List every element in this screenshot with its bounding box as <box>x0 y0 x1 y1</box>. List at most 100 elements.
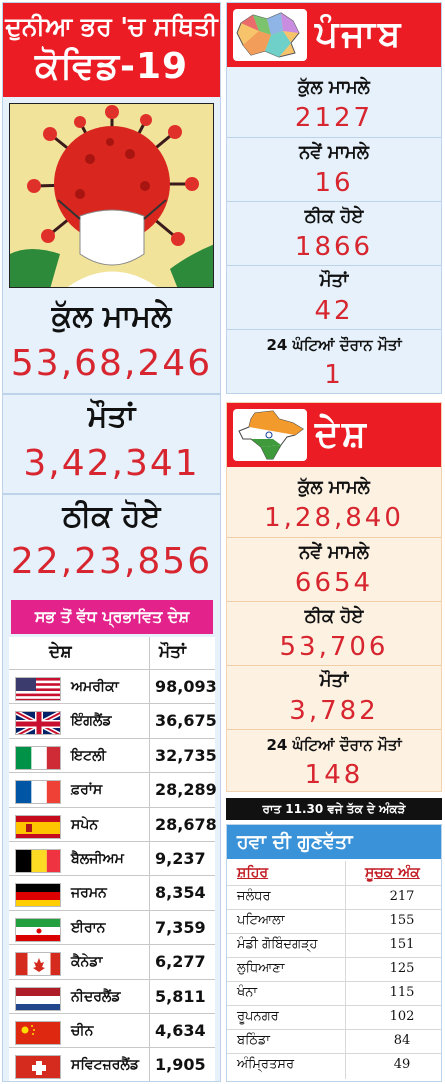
world-recovered-label: ਠੀਕ ਹੋਏ <box>62 499 161 534</box>
city-name: ਖੰਨਾ <box>237 985 258 1000</box>
country-recovered-label: ਠੀਕ ਹੋਏ <box>304 606 364 627</box>
list-item: ਅੰਮ੍ਰਿਤਸਰ 49 <box>227 1053 441 1075</box>
col-city-header: ਸ਼ਹਿਰ <box>237 865 269 881</box>
aqi-value: 151 <box>389 937 415 952</box>
table-row: ਕੈਨੇਡਾ 6,277 <box>9 944 215 978</box>
city-name: ਲੁਧਿਆਣਾ <box>237 961 285 976</box>
col-index-header: ਸੂਚਕ ਅੰਕ <box>365 865 420 881</box>
china-flag-icon <box>15 1021 61 1045</box>
air-quality-title: ਹਵਾ ਦੀ ਗੁਣਵੱਤਾ <box>227 825 441 859</box>
switzerland-flag-icon <box>15 1055 61 1080</box>
punjab-recovered-cell: ਠੀਕ ਹੋਏ 1866 <box>227 201 441 262</box>
list-item: ਬਠਿੰਡਾ 84 <box>227 1029 441 1051</box>
table-row: ਸਵਿਟਜ਼ਰਲੈਂਡ 1,905 <box>9 1047 215 1081</box>
country-deaths-value: 3,782 <box>289 696 379 726</box>
country-deaths: 7,359 <box>155 917 206 937</box>
column-divider <box>149 637 150 1081</box>
netherlands-flag-icon <box>15 986 61 1011</box>
list-item: ਮੰਡੀ ਗੋਬਿੰਦਗੜ੍ਹ 151 <box>227 933 441 955</box>
country-panel: ਦੇਸ਼ ਕੁੱਲ ਮਾਮਲੇ 1,28,840 ਨਵੇਂ ਮਾਮਲੇ 6654… <box>226 402 442 792</box>
country-name: ਇੰਗਲੈਂਡ <box>71 713 112 730</box>
world-title-line2: ਕੋਵਿਡ-19 <box>34 46 189 87</box>
country-name: ਇਟਲੀ <box>71 747 106 764</box>
punjab-new-label: ਨਵੇਂ ਮਾਮਲੇ <box>299 142 369 163</box>
country-deaths: 1,905 <box>155 1055 206 1075</box>
table-row: ਸਪੇਨ 28,678 <box>9 806 217 841</box>
list-item: ਜਲੰਧਰ 217 <box>227 885 441 907</box>
country-name: ਅਮਰੀਕਾ <box>71 679 119 695</box>
col-deaths-header: ਮੌਤਾਂ <box>159 642 186 662</box>
country-recovered-cell: ਠੀਕ ਹੋਏ 53,706 <box>227 601 441 662</box>
spain-flag-icon <box>15 814 61 839</box>
country-total-value: 1,28,840 <box>264 503 404 533</box>
city-name: ਜਲੰਧਰ <box>237 889 271 904</box>
country-total-cell: ਕੁੱਲ ਮਾਮਲੇ 1,28,840 <box>227 473 441 533</box>
punjab-total-label: ਕੁੱਲ ਮਾਮਲੇ <box>298 77 370 98</box>
world-title-line1: ਦੁਨੀਆ ਭਰ 'ਚ ਸਥਿਤੀ <box>5 12 218 41</box>
country-name: ਸਵਿਟਜ਼ਰਲੈਂਡ <box>71 1057 139 1074</box>
list-item: ਖੰਨਾ 115 <box>227 981 441 1003</box>
aqi-value: 115 <box>389 985 415 1000</box>
country-deaths: 5,811 <box>155 986 206 1006</box>
country-name: ਨੀਦਰਲੈਂਡ <box>71 988 121 1005</box>
india-map-icon <box>233 409 307 461</box>
punjab-new-cell: ਨਵੇਂ ਮਾਮਲੇ 16 <box>227 137 441 198</box>
city-name: ਪਟਿਆਲਾ <box>237 913 285 928</box>
belgium-flag-icon <box>15 849 61 873</box>
country-title-banner: ਦੇਸ਼ <box>227 403 441 467</box>
world-deaths-value: 3,42,341 <box>23 443 200 484</box>
most-affected-table: ਦੇਸ਼ ਮੌਤਾਂ ਅਮਰੀਕਾ 98,093 ਇੰਗਲੈਂਡ 36,675 ਇਟਲੀ… <box>9 637 217 1081</box>
city-name: ਰੂਪਨਗਰ <box>237 1009 279 1024</box>
world-title-banner: ਦੁਨੀਆ ਭਰ 'ਚ ਸਥਿਤੀ ਕੋਵਿਡ-19 <box>3 3 220 97</box>
iran-flag-icon <box>15 917 61 942</box>
country-deaths: 36,675 <box>155 711 217 731</box>
table-row: ਈਰਾਨ 7,359 <box>9 909 215 944</box>
country-deaths: 8,354 <box>155 883 206 903</box>
punjab-deaths24-label: 24 ਘੰਟਿਆਂ ਦੌਰਾਨ ਮੌਤਾਂ <box>266 336 402 354</box>
country-name: ਜਰਮਨ <box>71 885 107 902</box>
world-total-value: 53,68,246 <box>10 343 213 384</box>
masked-virus-illustration <box>9 103 214 288</box>
country-deaths: 4,634 <box>155 1021 206 1040</box>
punjab-new-value: 16 <box>314 168 354 198</box>
country-title: ਦੇਸ਼ <box>315 414 369 455</box>
right-column: ਪੰਜਾਬ ਕੁੱਲ ਮਾਮਲੇ 2127 ਨਵੇਂ ਮਾਮਲੇ 16 ਠੀਕ … <box>226 2 442 1082</box>
punjab-deaths-value: 42 <box>314 296 354 326</box>
list-item: ਲੁਧਿਆਣਾ 125 <box>227 957 441 979</box>
punjab-map-icon <box>233 9 307 61</box>
world-deaths-label: ਮੌਤਾਂ <box>87 399 136 434</box>
aqi-value: 155 <box>389 913 415 928</box>
country-total-label: ਕੁੱਲ ਮਾਮਲੇ <box>298 477 370 498</box>
table-row: ਅਮਰੀਕਾ 98,093 <box>9 669 217 703</box>
country-name: ਬੈਲਜੀਅਮ <box>71 851 124 867</box>
city-name: ਬਠਿੰਡਾ <box>237 1033 271 1048</box>
aqi-value: 125 <box>389 961 415 976</box>
country-name: ਕੈਨੇਡਾ <box>71 954 103 971</box>
table-row: ਜਰਮਨ 8,354 <box>9 875 215 909</box>
aqi-value: 102 <box>389 1009 415 1024</box>
table-row: ਇੰਗਲੈਂਡ 36,675 <box>9 703 217 737</box>
punjab-deaths24-cell: 24 ਘੰਟਿਆਂ ਦੌਰਾਨ ਮੌਤਾਂ 1 <box>227 329 441 390</box>
column-divider <box>345 861 346 1079</box>
city-name: ਅੰਮ੍ਰਿਤਸਰ <box>237 1057 295 1072</box>
air-quality-header: ਸ਼ਹਿਰ ਸੂਚਕ ਅੰਕ <box>227 861 441 885</box>
country-deaths: 98,093 <box>155 677 217 696</box>
country-deaths-cell: ਮੌਤਾਂ 3,782 <box>227 665 441 726</box>
aqi-value: 49 <box>393 1057 411 1072</box>
punjab-title: ਪੰਜਾਬ <box>315 14 404 55</box>
country-recovered-value: 53,706 <box>279 632 389 662</box>
punjab-deaths-label: ਮੌਤਾਂ <box>319 270 349 291</box>
virus-mask-icon <box>10 104 213 287</box>
country-new-cell: ਨਵੇਂ ਮਾਮਲੇ 6654 <box>227 537 441 598</box>
usa-flag-icon <box>15 677 61 701</box>
aqi-value: 84 <box>393 1033 411 1048</box>
data-timestamp-note: ਰਾਤ 11.30 ਵਜੇ ਤੱਕ ਦੇ ਅੰਕੜੇ <box>226 798 442 820</box>
table-row: ਫ਼ਰਾਂਸ 28,289 <box>9 772 217 806</box>
world-recovered-value: 22,23,856 <box>10 541 213 582</box>
country-deaths24-value: 148 <box>304 760 364 790</box>
table-row: ਬੈਲਜੀਅਮ 9,237 <box>9 841 215 875</box>
punjab-recovered-label: ਠੀਕ ਹੋਏ <box>304 206 364 227</box>
air-quality-panel: ਹਵਾ ਦੀ ਗੁਣਵੱਤਾ ਸ਼ਹਿਰ ਸੂਚਕ ਅੰਕ ਜਲੰਧਰ 217 ਪਟ… <box>226 824 442 1082</box>
list-item: ਰੂਪਨਗਰ 102 <box>227 1005 441 1027</box>
country-deaths: 32,735 <box>155 745 217 765</box>
